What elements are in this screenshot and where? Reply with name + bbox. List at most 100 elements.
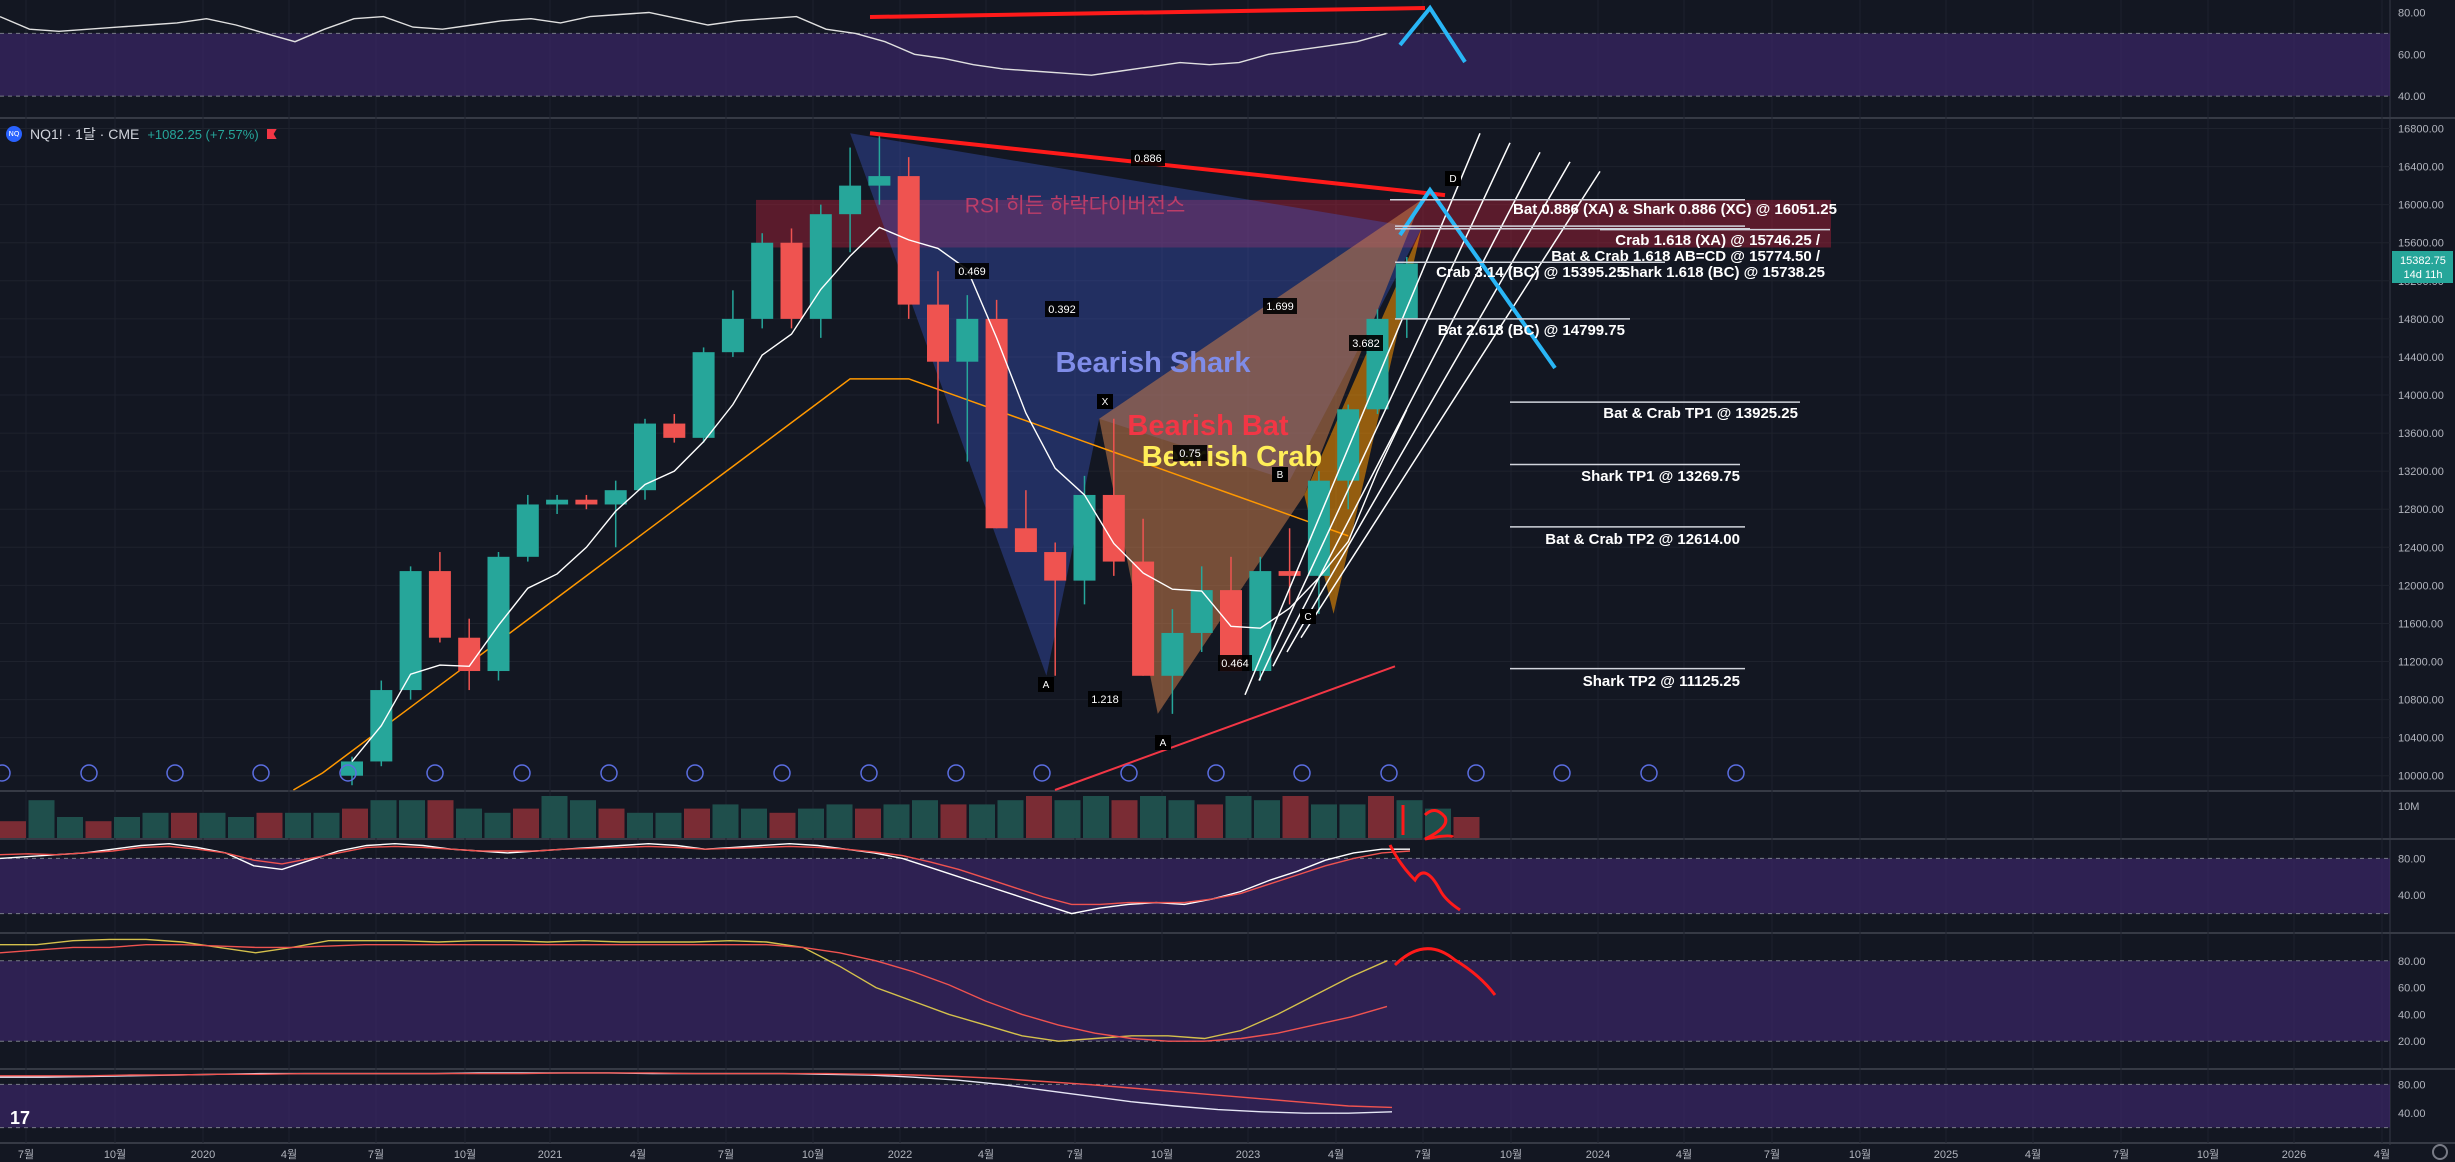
volume-bar xyxy=(798,808,824,838)
x-tick-label: 4월 xyxy=(978,1148,994,1161)
settings-icon[interactable] xyxy=(2432,1144,2448,1160)
last-price: 15382.75 xyxy=(2400,255,2446,267)
tradingview-logo-icon[interactable]: 17 xyxy=(10,1108,31,1128)
target-level-label: Shark TP2 @ 11125.25 xyxy=(1583,673,1740,690)
flag-icon[interactable] xyxy=(266,129,277,139)
candle-body xyxy=(458,637,481,672)
x-tick-label: 7월 xyxy=(1067,1148,1083,1161)
volume-bar xyxy=(28,800,55,838)
y-tick-label: 16400.00 xyxy=(2398,162,2444,174)
event-icon xyxy=(773,764,791,782)
series-line xyxy=(0,11,1387,76)
event-icon xyxy=(860,764,878,782)
rsi-projection-arrow xyxy=(1398,4,1467,64)
candle-body xyxy=(839,185,862,215)
candle-body xyxy=(868,176,891,186)
volume-bar xyxy=(513,808,539,838)
volume-bar xyxy=(940,804,967,838)
x-tick-label: 10월 xyxy=(1151,1148,1173,1161)
x-tick-label: 2020 xyxy=(191,1149,215,1161)
candle-body xyxy=(927,304,949,362)
candle-body xyxy=(575,499,598,505)
volume-bar xyxy=(855,808,881,838)
candle-body xyxy=(956,318,979,362)
volume-bar xyxy=(1111,800,1138,838)
y-tick-label: 60.00 xyxy=(2398,983,2426,995)
event-icon xyxy=(1640,764,1658,782)
crab-pattern-shape xyxy=(1304,228,1422,614)
event-icon xyxy=(426,764,444,782)
series-line xyxy=(0,938,1388,1042)
volume-bar xyxy=(655,812,682,838)
x-tick-label: 10월 xyxy=(104,1148,126,1161)
x-tick-label: 7월 xyxy=(18,1148,34,1161)
hand-annotation-12 xyxy=(1401,805,1455,841)
candle-body xyxy=(1161,632,1184,676)
y-tick-label: 10M xyxy=(2398,801,2419,813)
x-tick-label: 2022 xyxy=(888,1149,912,1161)
x-tick-label: 7월 xyxy=(2113,1148,2129,1161)
indicator-band xyxy=(0,960,2390,1042)
y-tick-label: 80.00 xyxy=(2398,1079,2426,1091)
point-label-bg xyxy=(1097,394,1113,409)
volume-bar xyxy=(142,812,169,838)
ratio-label-bg xyxy=(1088,691,1122,707)
indicator-band xyxy=(0,1084,2390,1128)
volume-bar xyxy=(826,804,853,838)
volume-bar xyxy=(627,812,653,838)
rsi-divergence-line xyxy=(869,6,1426,19)
ratio-label-bg xyxy=(955,263,989,279)
volume-bar xyxy=(769,812,796,838)
volume-bar xyxy=(912,800,938,838)
moving-average-fast xyxy=(351,226,1408,762)
symbol-name[interactable]: NQ1! · 1달 · CME xyxy=(30,126,140,142)
y-tick-label: 11200.00 xyxy=(2398,657,2443,669)
ratio-label-bg xyxy=(1045,301,1079,317)
channel-line xyxy=(1272,151,1541,667)
volume-bar xyxy=(313,812,340,838)
target-level-label: Bat & Crab TP1 @ 13925.25 xyxy=(1603,405,1798,422)
x-tick-label: 4월 xyxy=(281,1148,297,1161)
channel-line xyxy=(1300,170,1601,639)
target-level-label: Shark 1.618 (BC) @ 15738.25 xyxy=(1620,264,1825,281)
ratio-label: 0.469 xyxy=(958,266,986,278)
volume-bar xyxy=(456,808,482,838)
candle-body xyxy=(1395,263,1418,319)
event-icon xyxy=(947,764,965,782)
candle-body xyxy=(985,318,1008,529)
channel-line xyxy=(1286,161,1571,653)
candle-body xyxy=(1190,590,1213,633)
volume-bar xyxy=(85,821,112,838)
y-tick-label: 80.00 xyxy=(2398,7,2426,19)
x-tick-label: 4월 xyxy=(2374,1148,2390,1161)
channel-line xyxy=(1258,142,1511,681)
candle-body xyxy=(692,352,715,438)
x-tick-label: 10월 xyxy=(454,1148,476,1161)
point-label-bg xyxy=(1300,609,1316,624)
x-tick-label: 4월 xyxy=(1676,1148,1692,1161)
y-tick-label: 12800.00 xyxy=(2398,504,2444,516)
pattern-point-label: C xyxy=(1304,612,1311,623)
candle-body xyxy=(1337,409,1360,481)
x-tick-label: 2024 xyxy=(1586,1149,1610,1161)
y-tick-label: 13200.00 xyxy=(2398,466,2444,478)
volume-bar xyxy=(228,817,254,838)
bar-countdown: 14d 11h xyxy=(2403,269,2443,281)
y-tick-label: 15600.00 xyxy=(2398,238,2444,250)
point-label-bg xyxy=(1445,171,1461,186)
volume-bar xyxy=(370,800,397,838)
x-tick-label: 7월 xyxy=(368,1148,384,1161)
candle-body xyxy=(1249,571,1272,672)
candle-body xyxy=(1132,561,1155,676)
candle-body xyxy=(1102,494,1125,562)
volume-bar xyxy=(997,800,1024,838)
y-tick-label: 12400.00 xyxy=(2398,542,2444,554)
event-icon xyxy=(0,764,11,782)
candle-body xyxy=(780,242,803,319)
volume-bar xyxy=(57,817,83,838)
symbol-header[interactable]: NQ NQ1! · 1달 · CME +1082.25 (+7.57%) xyxy=(6,124,277,144)
last-price-badge: 15382.75 14d 11h xyxy=(2394,254,2452,282)
volume-bar xyxy=(684,808,710,838)
rsi-divergence-label: RSI 히든 하락다이버전스 xyxy=(965,195,1186,218)
